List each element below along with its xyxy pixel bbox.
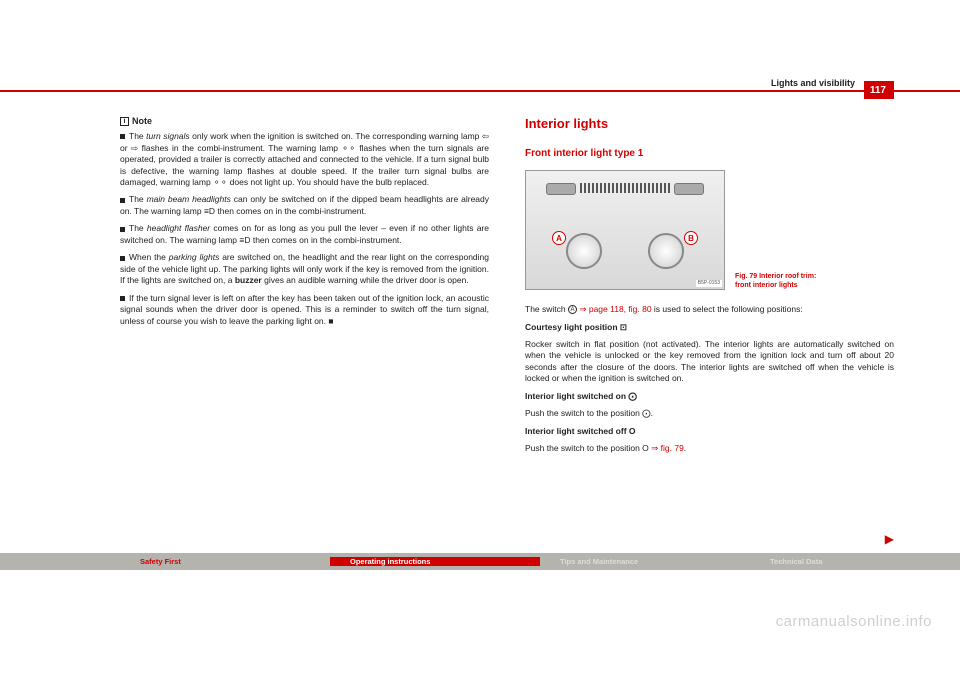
body-para-2: Rocker switch in flat position (not acti… [525,339,894,385]
note-para-3: The headlight flasher comes on for as lo… [120,223,489,246]
right-column: Interior lights Front interior light typ… [525,115,894,548]
note-heading: i Note [120,115,489,127]
figure-caption: Fig. 79 Interior roof trim: front interi… [735,273,825,290]
callout-a-inline: A [568,305,577,314]
figure-image: A B B5P-0153 [525,170,725,290]
bullet-icon [120,134,125,139]
tab-technical: Technical Data [750,557,960,566]
figure-row: A B B5P-0153 Fig. 79 Interior roof trim:… [525,170,894,290]
end-mark-icon: ■ [328,316,333,326]
rocker-left-graphic [546,183,576,195]
header-rule [0,90,960,92]
note-para-4: When the parking lights are switched on,… [120,252,489,286]
content-area: i Note The turn signals only work when t… [120,115,894,548]
manual-page: Lights and visibility 117 i Note The tur… [0,0,960,678]
heading-1: Interior lights [525,115,894,133]
tab-operating: Operating instructions [330,557,540,566]
note-para-2: The main beam headlights can only be swi… [120,194,489,217]
continue-arrow-icon: ▶ [885,532,894,546]
heading-2: Front interior light type 1 [525,147,894,161]
rocker-right-graphic [674,183,704,195]
tab-safety: Safety First [120,557,330,566]
body-para-4: Push the switch to the position O ⇒ fig.… [525,443,894,454]
left-column: i Note The turn signals only work when t… [120,115,489,548]
subhead-on: Interior light switched on ⨀ [525,391,894,402]
bullet-icon [120,256,125,261]
subhead-courtesy: Courtesy light position ⊡ [525,322,894,333]
subhead-off: Interior light switched off O [525,426,894,437]
lamp-left-graphic [566,233,602,269]
bullet-icon [120,227,125,232]
figure-code: B5P-0153 [696,280,722,287]
footer-tabs: Safety First Operating instructions Tips… [0,553,960,570]
tab-tips: Tips and Maintenance [540,557,750,566]
callout-a: A [552,231,566,245]
body-para-3: Push the switch to the position ⨀. [525,408,894,419]
watermark-text: carmanualsonline.info [776,613,932,630]
section-title: Lights and visibility [771,78,855,88]
info-icon: i [120,117,129,126]
note-para-5: If the turn signal lever is left on afte… [120,293,489,327]
callout-b: B [684,231,698,245]
bullet-icon [120,198,125,203]
page-number: 117 [870,85,886,96]
note-para-1: The turn signals only work when the igni… [120,131,489,188]
lamp-right-graphic [648,233,684,269]
body-para-1: The switch A ⇒ page 118, fig. 80 is used… [525,304,894,315]
bullet-icon [120,296,125,301]
note-label: Note [132,115,152,127]
vent-graphic [580,183,670,193]
